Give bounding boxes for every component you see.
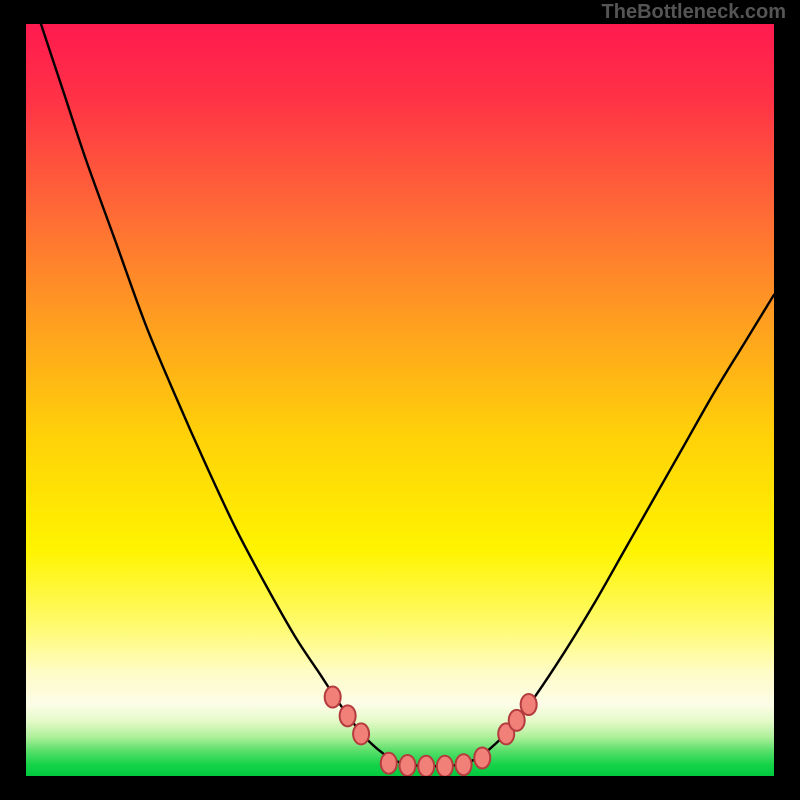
marker-point [437, 756, 453, 777]
bottleneck-curve-chart: TheBottleneck.com [0, 0, 800, 800]
marker-point [521, 694, 537, 715]
marker-point [381, 753, 397, 774]
watermark-text: TheBottleneck.com [602, 1, 786, 23]
marker-point [325, 687, 341, 708]
marker-point [456, 754, 472, 775]
marker-point [353, 723, 369, 744]
marker-point [418, 756, 434, 777]
plot-background [26, 24, 774, 776]
marker-point [340, 705, 356, 726]
marker-point [509, 710, 525, 731]
marker-point [399, 755, 415, 776]
chart-container: TheBottleneck.com [0, 0, 800, 800]
marker-point [474, 747, 490, 768]
